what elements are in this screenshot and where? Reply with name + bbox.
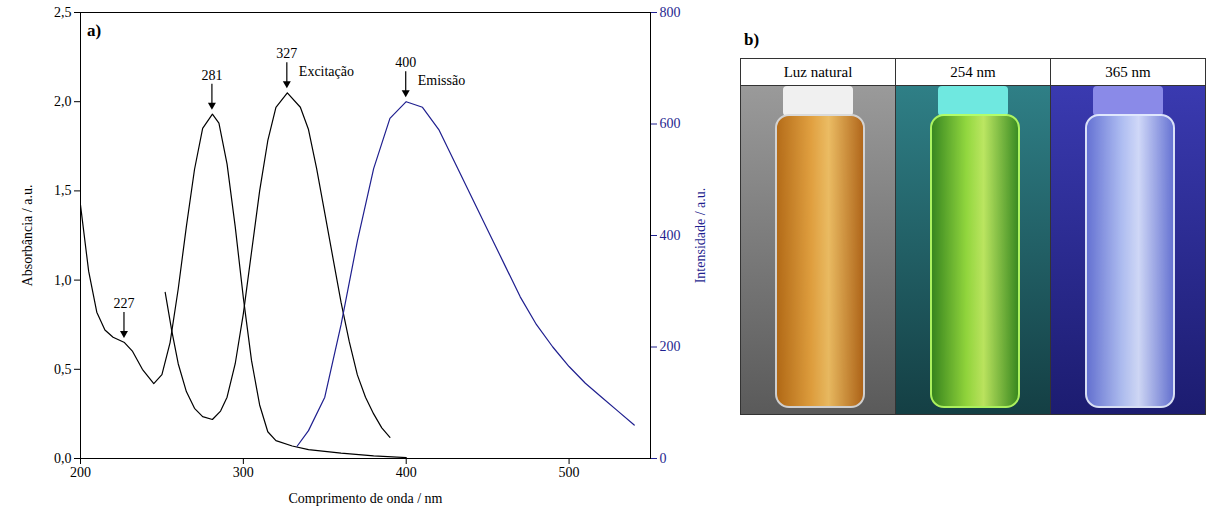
svg-text:400: 400 — [395, 55, 416, 70]
svg-text:500: 500 — [559, 465, 580, 480]
svg-text:a): a) — [87, 21, 101, 40]
html-text:Luz natural: Luz natural — [783, 64, 853, 80]
svg-text:200: 200 — [660, 339, 681, 354]
svg-text:400: 400 — [396, 465, 417, 480]
svg-text:327: 327 — [276, 46, 297, 61]
svg-text:281: 281 — [201, 68, 222, 83]
svg-text:300: 300 — [233, 465, 254, 480]
svg-text:0: 0 — [660, 451, 667, 466]
svg-text:227: 227 — [113, 296, 134, 311]
svg-text:Intensidade / a.u.: Intensidade / a.u. — [693, 188, 708, 284]
svg-text:Comprimento de onda / nm: Comprimento de onda / nm — [289, 491, 443, 506]
svg-text:1,0: 1,0 — [54, 273, 72, 288]
svg-text:400: 400 — [660, 228, 681, 243]
html-text:254 nm: 254 nm — [950, 64, 996, 80]
svg-text:Emissão: Emissão — [418, 73, 465, 88]
svg-text:0,5: 0,5 — [54, 362, 72, 377]
svg-text:1,5: 1,5 — [54, 183, 72, 198]
svg-text:Absorbância / a.u.: Absorbância / a.u. — [20, 185, 35, 287]
svg-text:200: 200 — [70, 465, 91, 480]
html-text:b): b) — [744, 30, 760, 49]
html-text:365 nm: 365 nm — [1105, 64, 1151, 80]
svg-text:800: 800 — [660, 5, 681, 20]
svg-text:2,0: 2,0 — [54, 94, 72, 109]
svg-text:Excitação: Excitação — [299, 64, 354, 79]
svg-text:0,0: 0,0 — [54, 451, 72, 466]
svg-text:2,5: 2,5 — [54, 5, 72, 20]
svg-text:600: 600 — [660, 116, 681, 131]
